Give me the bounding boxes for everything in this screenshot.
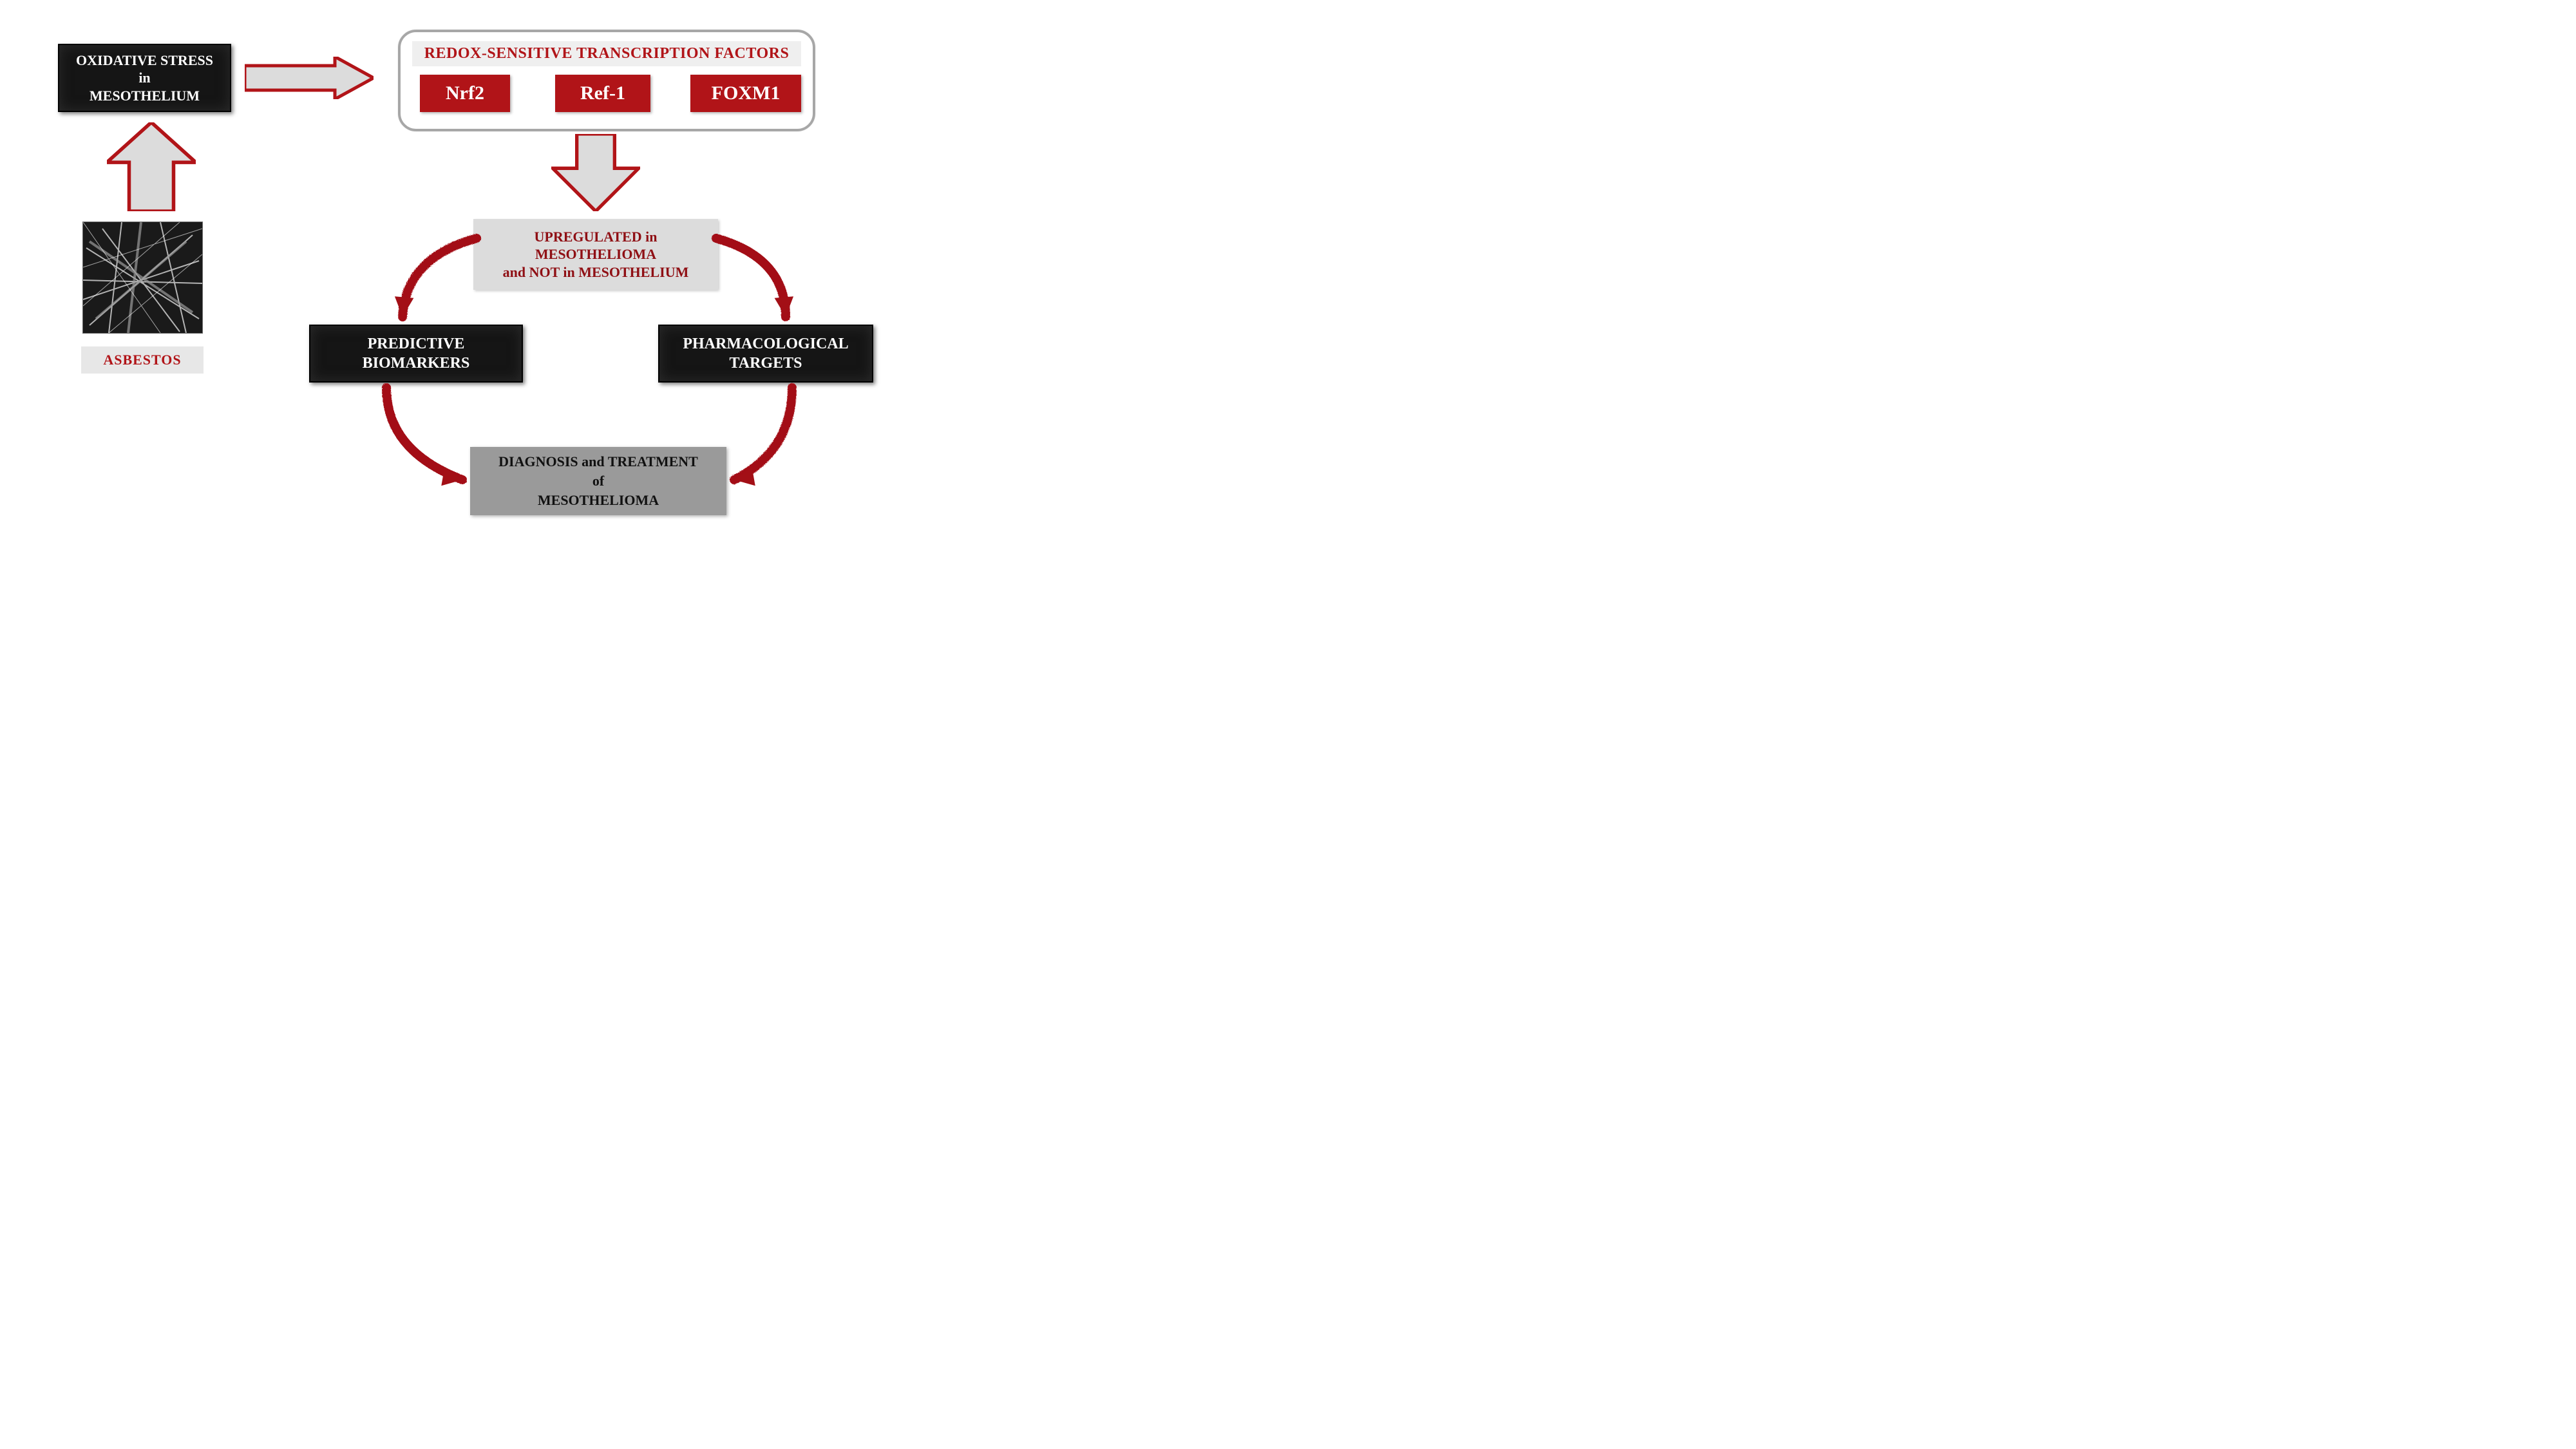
curved-arrows-layer: [0, 0, 966, 544]
